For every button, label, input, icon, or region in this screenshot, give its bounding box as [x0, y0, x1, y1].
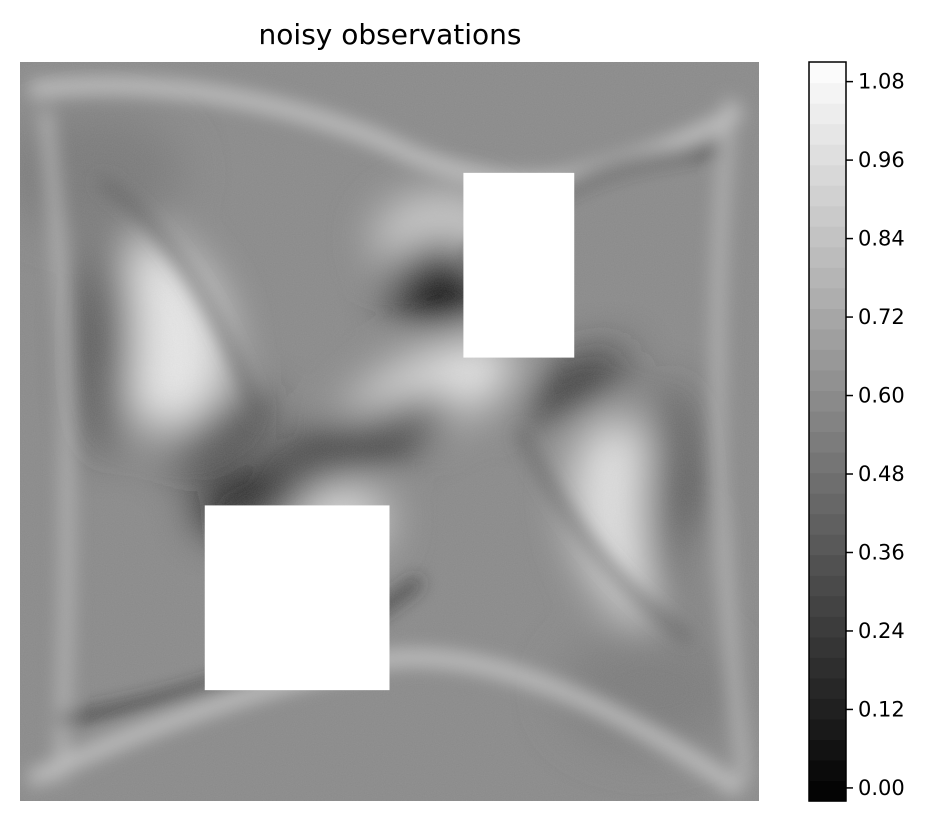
colorbar-band: [809, 452, 846, 474]
colorbar-band: [809, 759, 846, 782]
colorbar-bands: [809, 62, 846, 802]
colorbar-band: [809, 657, 846, 679]
colorbar-band: [809, 636, 846, 658]
colorbar-band: [809, 595, 846, 617]
colorbar: 0.00 0.12 0.24 0.36 0.48 0.60 0.72 0.84 0.96 1.08: [808, 61, 905, 802]
colorbar-band: [809, 677, 846, 699]
colorbar-band: [809, 472, 846, 494]
colorbar-band: [809, 616, 846, 638]
colorbar-frame: [808, 61, 847, 802]
colorbar-band: [809, 246, 846, 268]
colorbar-band: [809, 718, 846, 741]
colorbar-band: [809, 780, 846, 802]
colorbar-tick-label: 0.36: [858, 540, 905, 564]
colorbar-band: [809, 226, 846, 248]
colorbar-tick-label: 0.00: [858, 776, 905, 800]
lower-left-mask: [204, 505, 390, 691]
colorbar-tick-label: 0.24: [858, 619, 905, 643]
colorbar-band: [809, 82, 846, 104]
colorbar-tick-label: 0.60: [858, 384, 905, 408]
colorbar-band: [809, 144, 846, 166]
colorbar-band: [809, 369, 846, 392]
colorbar-band: [809, 308, 846, 330]
colorbar-band: [809, 287, 846, 309]
chart-title: noisy observations: [259, 18, 522, 51]
colorbar-band: [809, 349, 846, 371]
colorbar-band: [809, 431, 846, 453]
colorbar-tick-label: 0.48: [858, 462, 905, 486]
colorbar-ticks: 0.00 0.12 0.24 0.36 0.48 0.60 0.72 0.84 0.96 1.08: [846, 70, 905, 800]
colorbar-band: [809, 185, 846, 207]
colorbar-band: [809, 513, 846, 535]
colorbar-band: [809, 123, 846, 145]
colorbar-tick-label: 0.72: [858, 305, 905, 329]
colorbar-band: [809, 534, 846, 556]
masked-regions: [204, 172, 575, 691]
upper-right-mask: [463, 172, 575, 358]
colorbar-band: [809, 62, 846, 84]
colorbar-band: [809, 493, 846, 515]
colorbar-band: [809, 575, 846, 597]
colorbar-band: [809, 205, 846, 227]
colorbar-band: [809, 103, 846, 125]
colorbar-band: [809, 164, 846, 186]
colorbar-tick-label: 0.12: [858, 697, 905, 721]
colorbar-band: [809, 698, 846, 720]
colorbar-tick-label: 1.08: [858, 70, 905, 94]
colorbar-band: [809, 328, 846, 350]
colorbar-band: [809, 554, 846, 576]
colorbar-band: [809, 390, 846, 412]
colorbar-band: [809, 739, 846, 761]
colorbar-tick-label: 0.96: [858, 148, 905, 172]
plot-area: [20, 62, 759, 801]
colorbar-band: [809, 410, 846, 433]
colorbar-band: [809, 267, 846, 289]
colorbar-tick-label: 0.84: [858, 227, 905, 251]
